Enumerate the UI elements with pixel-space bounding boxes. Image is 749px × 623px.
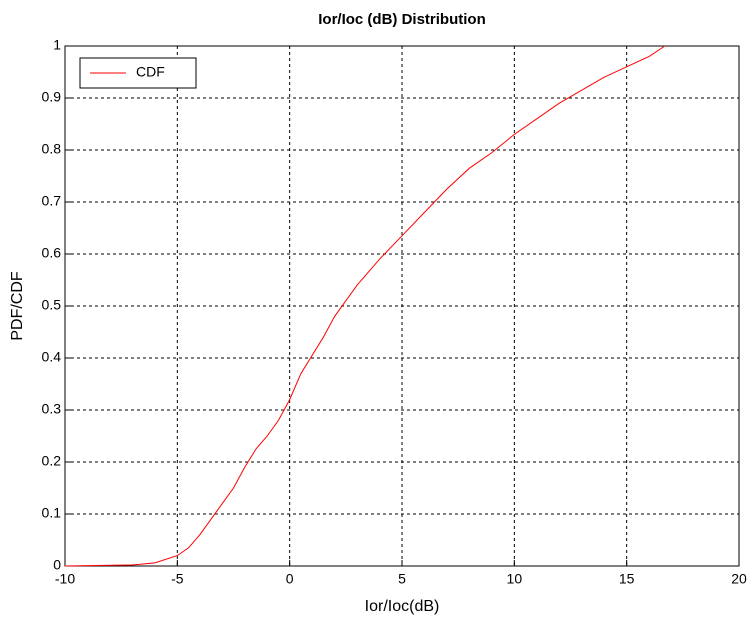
y-axis-label: PDF/CDF xyxy=(9,271,26,341)
x-tick-label: 20 xyxy=(731,571,747,587)
chart-title: Ior/Ioc (dB) Distribution xyxy=(318,11,485,28)
y-tick-label: 0.5 xyxy=(42,297,62,313)
y-tick-label: 0 xyxy=(53,557,61,573)
y-tick-label: 0.1 xyxy=(42,505,62,521)
x-tick-label: -5 xyxy=(171,571,184,587)
y-tick-label: 0.4 xyxy=(42,349,62,365)
x-tick-label: 15 xyxy=(619,571,635,587)
x-tick-label: -10 xyxy=(55,571,75,587)
x-tick-label: 10 xyxy=(507,571,523,587)
legend-label: CDF xyxy=(136,64,165,80)
y-tick-label: 0.8 xyxy=(42,141,62,157)
y-tick-label: 0.9 xyxy=(42,89,62,105)
y-tick-label: 0.2 xyxy=(42,453,62,469)
y-tick-label: 0.3 xyxy=(42,401,62,417)
y-tick-label: 1 xyxy=(53,37,61,53)
axes-box xyxy=(64,45,740,567)
cdf-line xyxy=(64,45,666,567)
x-tick-label: 5 xyxy=(398,571,406,587)
y-tick-label: 0.7 xyxy=(42,193,62,209)
x-tick-label: 0 xyxy=(286,571,294,587)
x-axis-label: Ior/Ioc(dB) xyxy=(365,598,440,615)
y-tick-label: 0.6 xyxy=(42,245,62,261)
